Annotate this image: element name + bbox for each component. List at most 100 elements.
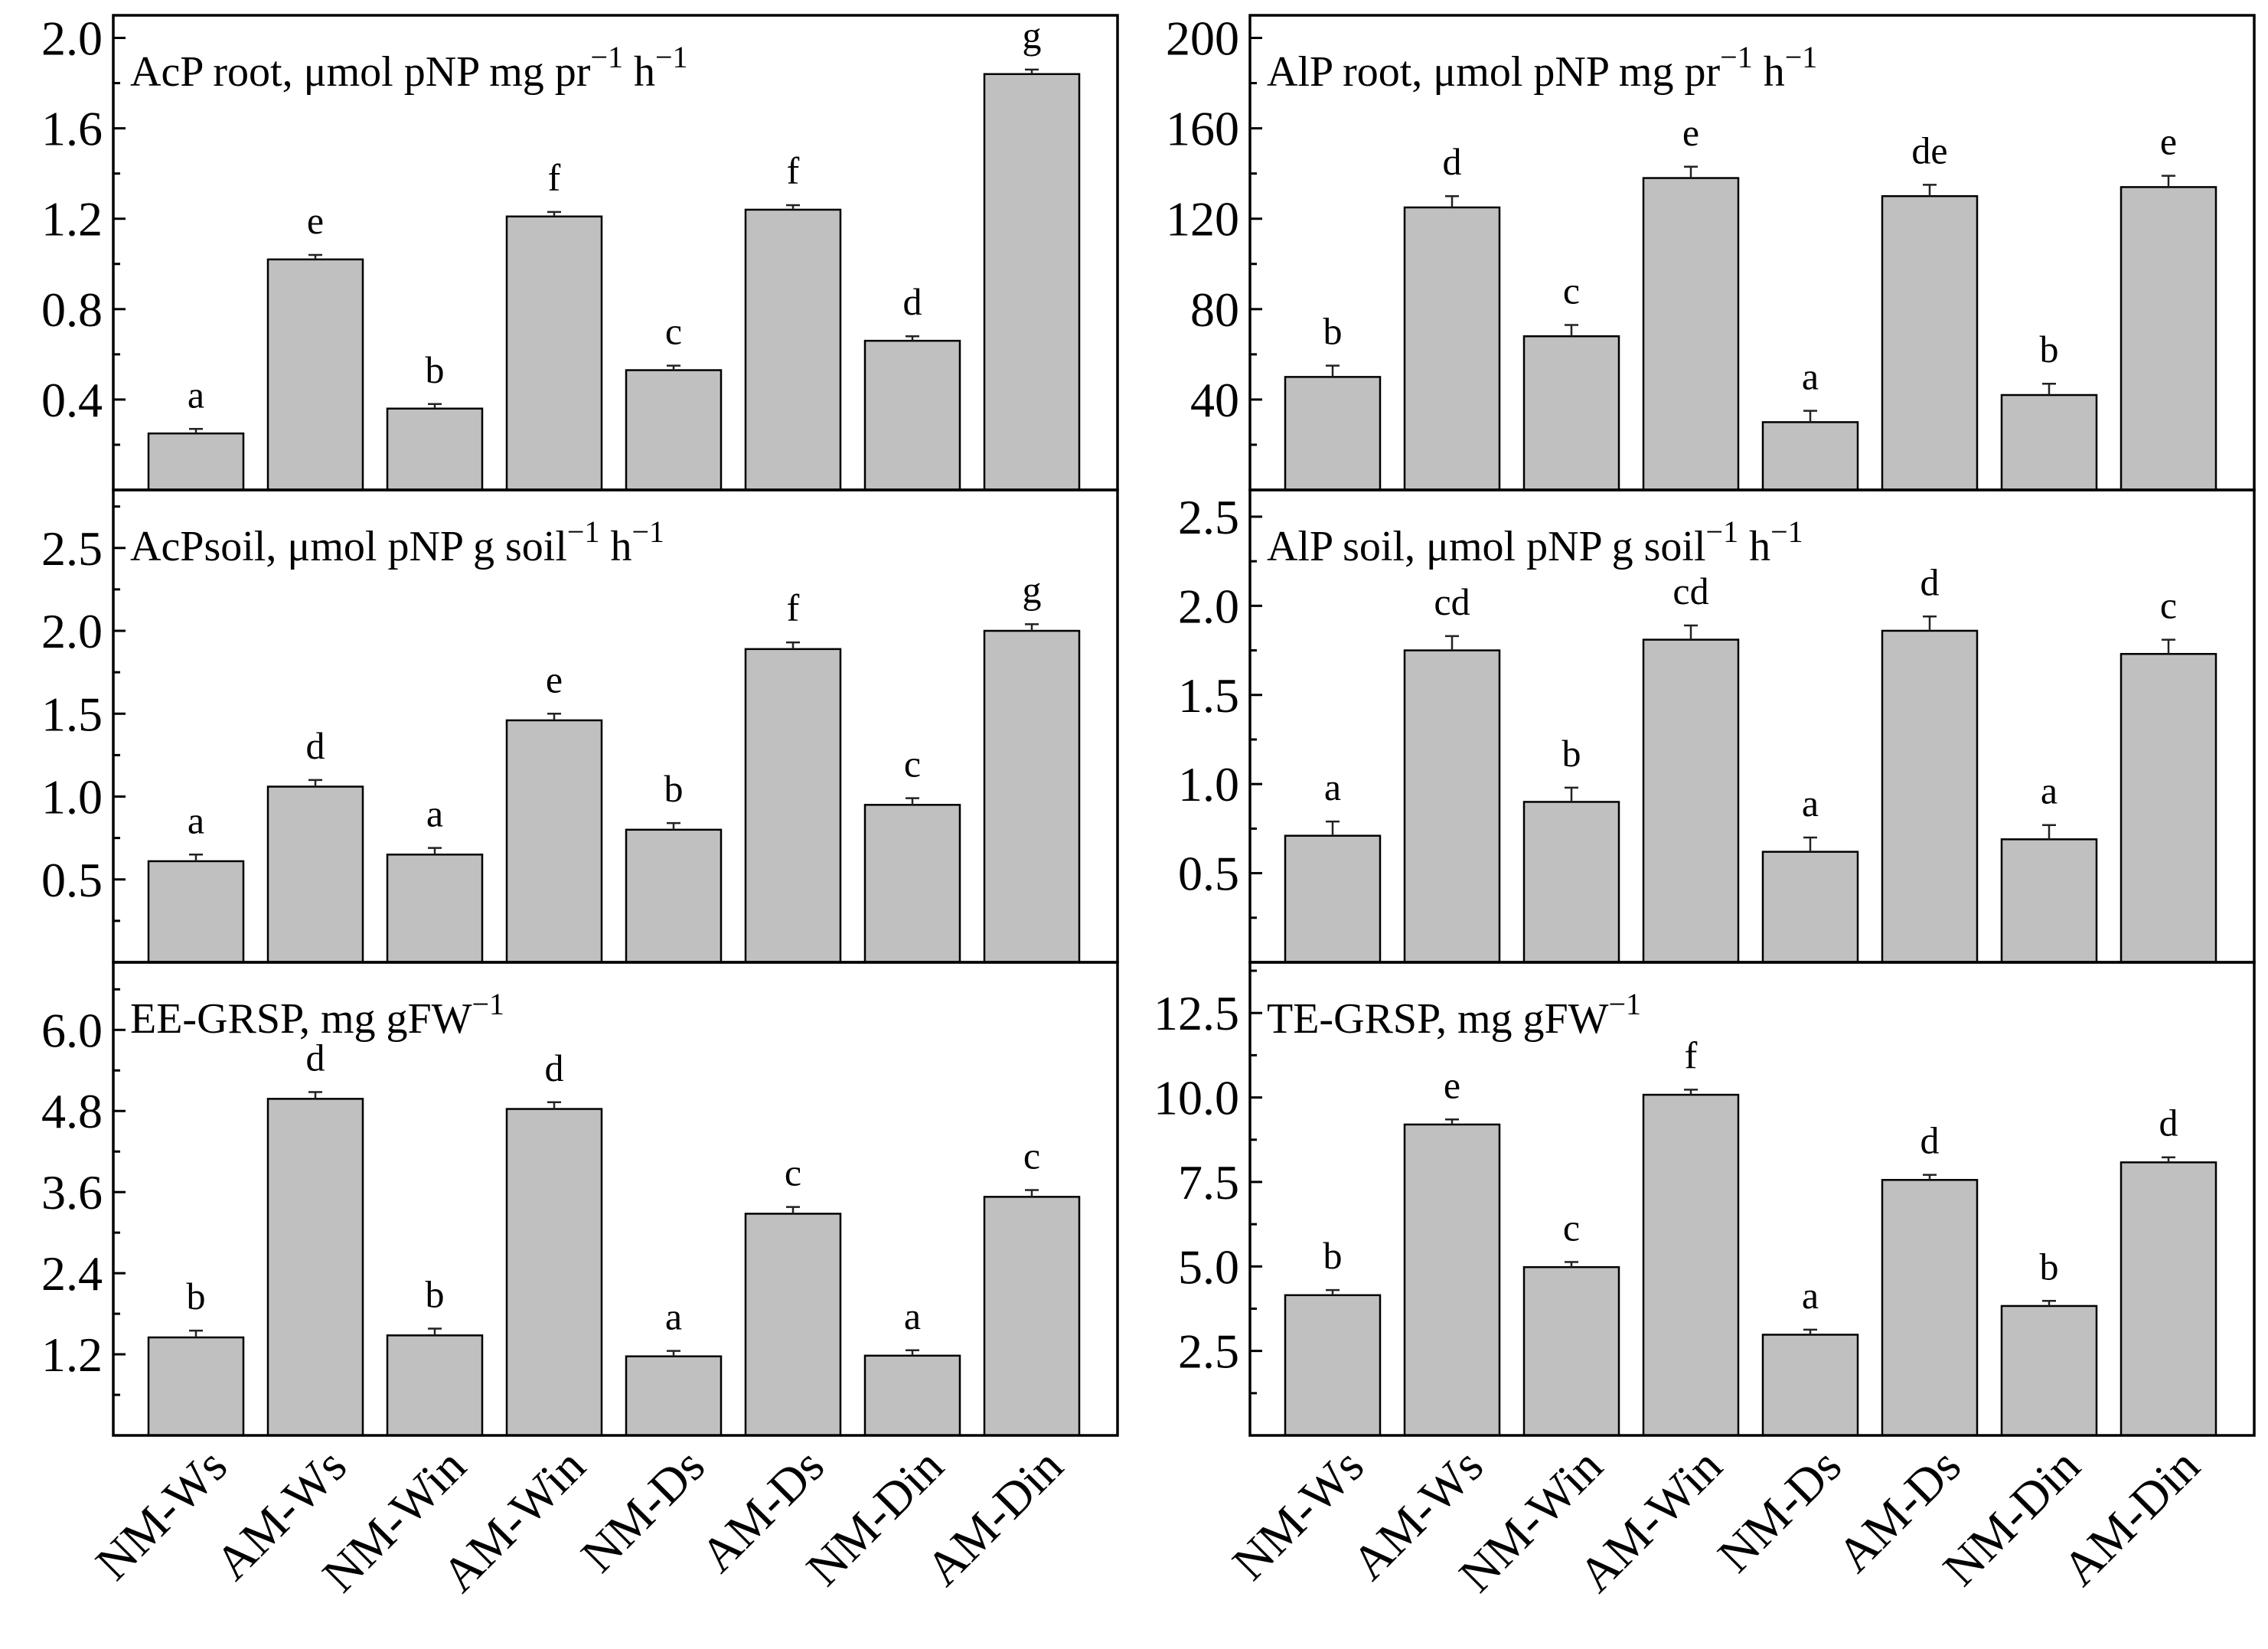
panel-2: b d c e a de b e 40 80 120 160 200 AlP root, μmol pNP… bbox=[1166, 11, 2256, 491]
bar bbox=[1881, 629, 1979, 964]
y-tick-label: 0.5 bbox=[41, 853, 103, 907]
significance-letter: c bbox=[904, 743, 921, 785]
significance-letter: c bbox=[665, 310, 682, 353]
y-tick-label: 5.0 bbox=[1178, 1239, 1239, 1294]
significance-letter: g bbox=[1023, 14, 1042, 57]
significance-letter: a bbox=[1324, 766, 1341, 808]
significance-letter: a bbox=[188, 373, 204, 416]
y-tick-label: 12.5 bbox=[1154, 986, 1239, 1040]
y-tick-label: 1.5 bbox=[1178, 668, 1239, 723]
significance-letter: e bbox=[1444, 1063, 1460, 1106]
significance-letter: b bbox=[426, 1273, 445, 1316]
x-tick-label: AM-Din bbox=[915, 1438, 1073, 1596]
bar bbox=[1881, 1179, 1979, 1437]
panel-title: TE-GRSP, mg gFW−1 bbox=[1267, 987, 1641, 1043]
panel-title: EE-GRSP, mg gFW−1 bbox=[130, 987, 504, 1043]
bar bbox=[744, 1213, 842, 1437]
y-tick-label: 1.0 bbox=[41, 770, 103, 824]
y-tick-label: 0.4 bbox=[41, 373, 103, 427]
bar bbox=[2120, 1161, 2217, 1437]
y-tick-label: 2.0 bbox=[41, 604, 103, 658]
significance-letter: a bbox=[665, 1295, 682, 1338]
significance-letter: b bbox=[664, 767, 684, 810]
bar bbox=[1522, 801, 1620, 964]
significance-letter: c bbox=[2160, 584, 2177, 627]
y-tick-label: 6.0 bbox=[41, 1003, 103, 1057]
x-tick-label: NM-Ds bbox=[570, 1438, 714, 1582]
significance-letter: b bbox=[1323, 310, 1343, 353]
x-tick-label: AM-Din bbox=[2052, 1438, 2210, 1596]
y-tick-label: 7.5 bbox=[1178, 1155, 1239, 1210]
bar bbox=[266, 258, 364, 491]
y-tick-label: 2.5 bbox=[1178, 490, 1239, 544]
significance-letter: d bbox=[1920, 1119, 1940, 1162]
panel-1: a e b f c f d g 0.4 0.8 1.2 1.6 2.0 AcP root, μmol pN… bbox=[41, 11, 1119, 491]
bar bbox=[625, 828, 723, 964]
bar bbox=[147, 1336, 245, 1437]
significance-letter: f bbox=[548, 156, 561, 199]
bar bbox=[1522, 1265, 1620, 1437]
significance-letter: c bbox=[1563, 1207, 1580, 1249]
significance-letter: d bbox=[306, 1037, 325, 1079]
bar bbox=[1642, 177, 1740, 491]
bar bbox=[505, 719, 603, 964]
significance-letter: b bbox=[426, 348, 445, 391]
bar bbox=[2000, 838, 2098, 964]
significance-letter: d bbox=[903, 280, 922, 323]
bar bbox=[1642, 638, 1740, 964]
bar bbox=[505, 215, 603, 491]
bar bbox=[983, 73, 1081, 491]
x-tick-label: NM-Ws bbox=[85, 1438, 237, 1591]
bar bbox=[983, 629, 1081, 964]
panel-6: b e c f a d b d 2.5 5.0 7.5 10.0 12.5 TE-GRSP, mg gFW… bbox=[1154, 961, 2256, 1437]
bar bbox=[386, 407, 484, 491]
significance-letter: a bbox=[1802, 355, 1819, 398]
bar bbox=[2000, 1305, 2098, 1437]
bar bbox=[2120, 652, 2217, 964]
bar bbox=[386, 854, 484, 964]
y-tick-label: 2.5 bbox=[41, 521, 103, 576]
bar bbox=[1642, 1093, 1740, 1437]
significance-letter: a bbox=[904, 1295, 921, 1337]
significance-letter: de bbox=[1911, 129, 1947, 171]
significance-letter: f bbox=[1685, 1033, 1698, 1076]
y-tick-label: 1.6 bbox=[41, 102, 103, 156]
bar bbox=[863, 339, 961, 491]
y-tick-label: 2.4 bbox=[41, 1246, 103, 1301]
significance-letter: d bbox=[1920, 560, 1940, 603]
significance-letter: b bbox=[2040, 328, 2059, 371]
significance-letter: c bbox=[785, 1151, 801, 1194]
panel-title: AlP soil, μmol pNP g soil−1 h−1 bbox=[1267, 514, 1803, 570]
y-tick-label: 1.0 bbox=[1178, 757, 1239, 811]
bar bbox=[1403, 206, 1501, 491]
x-tick-label: NM-Ds bbox=[1707, 1438, 1851, 1582]
y-tick-label: 1.5 bbox=[41, 687, 103, 741]
y-tick-label: 1.2 bbox=[41, 192, 103, 247]
significance-letter: e bbox=[2160, 120, 2177, 163]
bar bbox=[1761, 851, 1859, 964]
y-tick-label: 4.8 bbox=[41, 1084, 103, 1138]
bar bbox=[1761, 421, 1859, 491]
bar bbox=[1881, 194, 1979, 491]
significance-letter: f bbox=[787, 149, 800, 192]
bar bbox=[1761, 1334, 1859, 1437]
y-tick-label: 3.6 bbox=[41, 1165, 103, 1220]
bar bbox=[386, 1334, 484, 1437]
significance-letter: b bbox=[2040, 1245, 2059, 1288]
bar bbox=[625, 369, 723, 491]
significance-letter: e bbox=[1682, 111, 1699, 154]
significance-letter: a bbox=[1802, 1274, 1819, 1317]
significance-letter: b bbox=[1323, 1234, 1343, 1277]
bar bbox=[1284, 376, 1382, 491]
bar bbox=[863, 804, 961, 964]
panel-title: AlP root, μmol pNP mg pr−1 h−1 bbox=[1267, 40, 1817, 96]
y-tick-label: 1.2 bbox=[41, 1327, 103, 1382]
y-tick-label: 2.0 bbox=[1178, 579, 1239, 633]
y-tick-label: 160 bbox=[1166, 102, 1239, 156]
bar bbox=[1403, 649, 1501, 964]
significance-letter: e bbox=[546, 658, 563, 700]
panel-3: a d a e b f c g 0.5 1.0 1.5 2.0 2.5 AcPsoil, μmol pNP… bbox=[41, 488, 1119, 964]
significance-letter: a bbox=[2041, 769, 2058, 812]
significance-letter: cd bbox=[1672, 570, 1708, 612]
